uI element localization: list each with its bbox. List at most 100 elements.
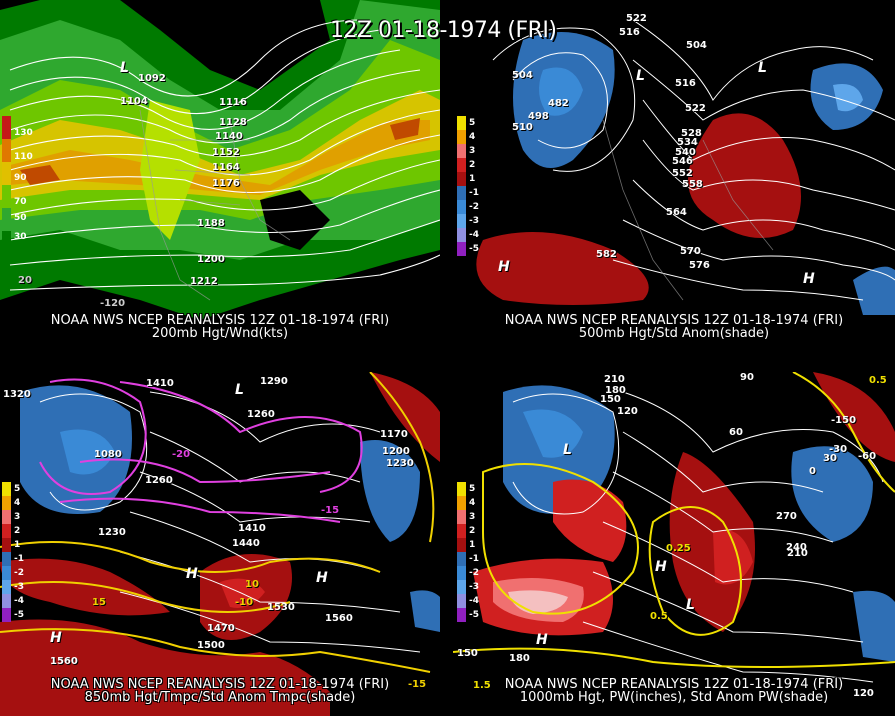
colorbar-label: 2 bbox=[14, 526, 21, 536]
colorbar-label: -2 bbox=[14, 568, 24, 578]
contour-label: 1410 bbox=[146, 378, 174, 389]
colorbar-label: 3 bbox=[469, 146, 476, 156]
colorbar-label: -5 bbox=[14, 610, 24, 620]
panel-caption-source: NOAA NWS NCEP REANALYSIS 12Z 01-18-1974 … bbox=[504, 677, 844, 692]
panel-caption-field: 500mb Hgt/Std Anom(shade) bbox=[578, 326, 770, 341]
contour-label: 1212 bbox=[190, 276, 218, 287]
colorbar-label: 50 bbox=[14, 213, 27, 223]
contour-label: 1260 bbox=[145, 475, 173, 486]
colorbar-label: -4 bbox=[469, 596, 479, 606]
colorbar-label: -4 bbox=[14, 596, 24, 606]
contour-label: 1530 bbox=[267, 602, 295, 613]
low-pressure-symbol: L bbox=[563, 442, 572, 458]
high-pressure-symbol: H bbox=[316, 570, 328, 586]
high-pressure-symbol: H bbox=[498, 259, 510, 275]
contour-label: 1170 bbox=[380, 429, 408, 440]
contour-label: 1140 bbox=[215, 131, 243, 142]
contour-label: 1470 bbox=[207, 623, 235, 634]
colorbar-label: 3 bbox=[14, 512, 21, 522]
contour-label: 552 bbox=[672, 168, 693, 179]
contour-label: 1260 bbox=[247, 409, 275, 420]
anomaly-colorbar bbox=[2, 482, 12, 622]
wind-colorbar bbox=[2, 116, 12, 256]
latitude-label: 20 bbox=[18, 275, 32, 286]
map-500mb bbox=[453, 0, 895, 345]
panel-caption-field: 850mb Hgt/Tmpc/Std Anom Tmpc(shade) bbox=[84, 690, 356, 705]
colorbar-label: 130 bbox=[14, 128, 33, 138]
colorbar-label: 90 bbox=[14, 173, 27, 183]
colorbar-label: 1 bbox=[469, 174, 476, 184]
contour-label: 1188 bbox=[197, 218, 225, 229]
colorbar-label: -3 bbox=[469, 216, 479, 226]
colorbar-label: -1 bbox=[469, 188, 479, 198]
colorbar-label: -5 bbox=[469, 244, 479, 254]
panel-caption-field: 200mb Hgt/Wnd(kts) bbox=[151, 326, 289, 341]
contour-label: 1290 bbox=[260, 376, 288, 387]
contour-label: -30 bbox=[829, 444, 848, 455]
panel-500mb-height-anomaly: 522 516 504 504 482 498 510 516 522 528 … bbox=[453, 0, 895, 345]
map-1000mb bbox=[453, 372, 895, 716]
temp-label: 10 bbox=[245, 579, 259, 590]
contour-label: 1104 bbox=[120, 96, 148, 107]
contour-label: 1116 bbox=[219, 97, 247, 108]
colorbar-label: 110 bbox=[14, 152, 33, 162]
contour-label: 570 bbox=[680, 246, 701, 257]
contour-label: 1230 bbox=[98, 527, 126, 538]
high-pressure-symbol: H bbox=[186, 566, 198, 582]
colorbar-label: 4 bbox=[469, 498, 476, 508]
contour-label: 150 bbox=[600, 394, 621, 405]
panel-1000mb-height-pw: 210 180 150 120 90 60 30 0 -30 -60 0.5 0… bbox=[453, 372, 895, 716]
contour-label: -60 bbox=[858, 451, 877, 462]
contour-label: 0 bbox=[809, 466, 816, 477]
contour-label: 1092 bbox=[138, 73, 166, 84]
contour-label: 60 bbox=[729, 427, 743, 438]
panel-caption-source: NOAA NWS NCEP REANALYSIS 12Z 01-18-1974 … bbox=[50, 677, 390, 692]
map-850mb bbox=[0, 372, 440, 716]
contour-label: 516 bbox=[675, 78, 696, 89]
panel-850mb-height-temp: 1320 1410 1290 1260 1170 1200 1230 1080 … bbox=[0, 372, 440, 716]
colorbar-label: -1 bbox=[469, 554, 479, 564]
contour-label: 210 bbox=[604, 374, 625, 385]
contour-label: 1560 bbox=[50, 656, 78, 667]
contour-label: 504 bbox=[512, 70, 533, 81]
colorbar-label: -2 bbox=[469, 202, 479, 212]
contour-label: 482 bbox=[548, 98, 569, 109]
contour-label: 180 bbox=[509, 653, 530, 664]
low-pressure-symbol: L bbox=[686, 597, 695, 613]
contour-label: 564 bbox=[666, 207, 687, 218]
colorbar-label: 2 bbox=[469, 526, 476, 536]
colorbar-label: -4 bbox=[469, 230, 479, 240]
anomaly-colorbar bbox=[457, 116, 467, 256]
low-pressure-symbol: L bbox=[120, 60, 129, 76]
contour-label: 558 bbox=[682, 179, 703, 190]
colorbar-label: 2 bbox=[469, 160, 476, 170]
panel-200mb-height-wind: 1092 1104 1116 1128 1140 1152 1164 1176 … bbox=[0, 0, 440, 345]
colorbar-label: -3 bbox=[14, 582, 24, 592]
colorbar-label: 5 bbox=[469, 484, 476, 494]
contour-label: 534 bbox=[677, 137, 698, 148]
contour-label: 576 bbox=[689, 260, 710, 271]
contour-label: 1410 bbox=[238, 523, 266, 534]
contour-label: 240 bbox=[786, 542, 807, 553]
contour-label: 1200 bbox=[382, 446, 410, 457]
low-pressure-symbol: L bbox=[758, 60, 767, 76]
colorbar-label: 5 bbox=[469, 118, 476, 128]
contour-label: 1440 bbox=[232, 538, 260, 549]
high-pressure-symbol: H bbox=[50, 630, 62, 646]
map-200mb bbox=[0, 0, 440, 345]
contour-label: 522 bbox=[685, 103, 706, 114]
contour-label: 1176 bbox=[212, 178, 240, 189]
contour-label: 1500 bbox=[197, 640, 225, 651]
colorbar-label: -5 bbox=[469, 610, 479, 620]
anomaly-colorbar bbox=[457, 482, 467, 622]
colorbar-label: 70 bbox=[14, 197, 27, 207]
contour-label: 180 bbox=[605, 385, 626, 396]
contour-label: 582 bbox=[596, 249, 617, 260]
pw-label: 0.25 bbox=[666, 543, 691, 554]
colorbar-label: -1 bbox=[14, 554, 24, 564]
contour-label: 510 bbox=[512, 122, 533, 133]
panel-caption-source: NOAA NWS NCEP REANALYSIS 12Z 01-18-1974 … bbox=[504, 313, 844, 328]
colorbar-label: 4 bbox=[469, 132, 476, 142]
contour-label: 528 bbox=[681, 128, 702, 139]
panel-caption-field: 1000mb Hgt, PW(inches), Std Anom PW(shad… bbox=[519, 690, 829, 705]
